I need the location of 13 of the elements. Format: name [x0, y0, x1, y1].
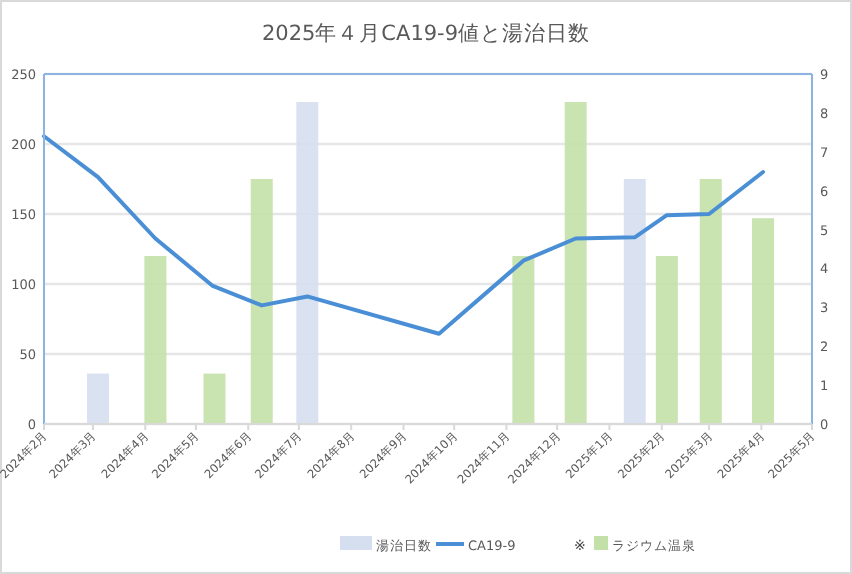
line-series — [42, 134, 766, 336]
bar — [203, 373, 226, 424]
bar — [564, 102, 587, 424]
bar — [512, 256, 535, 424]
bar — [623, 179, 646, 424]
bar — [752, 218, 775, 424]
bar — [699, 179, 722, 424]
chart-title: 2025年４月CA19-9値と湯治日数 — [261, 22, 591, 46]
bar — [250, 179, 273, 424]
bar — [87, 373, 110, 424]
bar — [144, 256, 167, 424]
bar — [655, 256, 678, 424]
bar — [296, 102, 319, 424]
